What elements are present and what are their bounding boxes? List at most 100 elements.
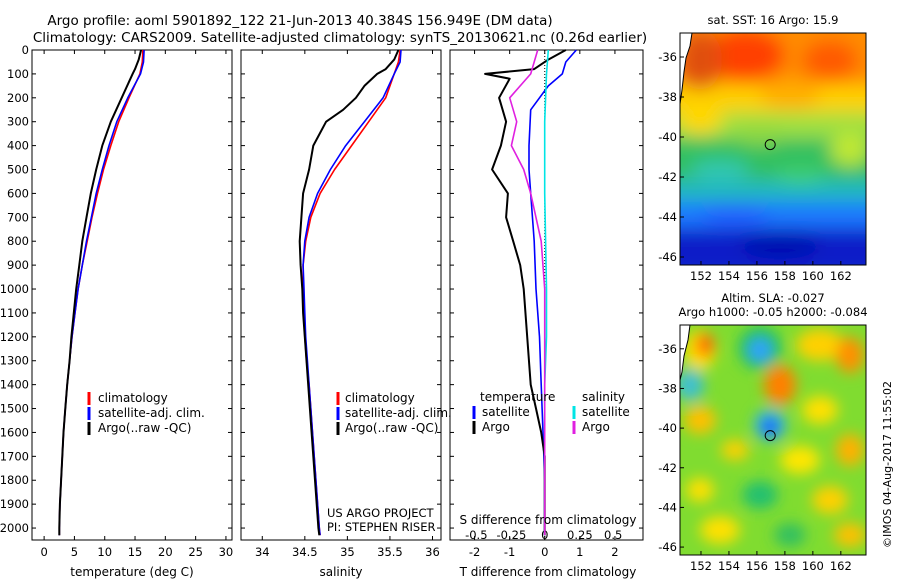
- salinity-plot-frame: [240, 49, 442, 541]
- profile-line-temperature-satellite: [528, 49, 577, 536]
- lat-tick-label: -40: [658, 421, 677, 435]
- s-diff-tick-label: -0.25: [497, 528, 527, 542]
- depth-axis: 0 100 200 300 400 500 600 700 800 900 1000 1100 1200…: [0, 43, 232, 535]
- lat-tick-label: -36: [658, 342, 677, 356]
- salinity-xlabel: salinity: [319, 565, 362, 579]
- depth-tick-label: 1300: [0, 354, 29, 368]
- profile-line-climatology: [302, 49, 401, 536]
- temperature-axis: 0 5 10 15 20 25 30: [40, 50, 233, 559]
- lat-tick-label: -42: [658, 461, 677, 475]
- difference-profiles: [484, 49, 577, 536]
- depth-tick-label: 200: [7, 91, 29, 105]
- legend-label-argo: Argo(..raw -QC): [345, 421, 438, 435]
- profile-line-temperature-argo: [484, 49, 567, 536]
- lon-tick-label: 152: [690, 269, 712, 283]
- lon-tick-label: 162: [830, 269, 852, 283]
- sla-map: Altim. SLA: -0.027 Argo h1000: -0.05 h20…: [658, 291, 867, 573]
- profile-line-salinity-argo: [508, 49, 546, 536]
- x-tick-label: 36: [425, 545, 440, 559]
- lat-tick-label: -42: [658, 170, 677, 184]
- x-tick-label: 30: [219, 545, 234, 559]
- depth-tick-label: 2000: [0, 521, 29, 535]
- difference-legend: temperature salinity satellite Argo sate…: [472, 390, 630, 434]
- difference-panel: -2 -1 0 1 2 -0.5 -0.25 0 0.25 0.5 S difference f…: [449, 49, 644, 579]
- lon-tick-label: 160: [802, 559, 824, 573]
- legend-label-satellite: satellite-adj. clim.: [98, 406, 205, 420]
- x-tick-label: 1: [576, 545, 583, 559]
- profile-line-satellite-adj-clim-: [58, 49, 145, 536]
- temperature-panel: 0100200300400500600700800900100011001200…: [0, 43, 233, 579]
- project-annotation: US ARGO PROJECT: [327, 506, 435, 520]
- difference-plot-frame: [449, 49, 644, 541]
- sla-map-frame: [679, 324, 867, 556]
- profile-line-argo-raw-qc-: [58, 49, 143, 536]
- figure-title-line2: Climatology: CARS2009. Satellite-adjuste…: [33, 30, 647, 46]
- depth-tick-label: 600: [7, 186, 29, 200]
- salinity-panel: 34 34.5 35 35.5 36 salinity climatology sate…: [240, 49, 452, 579]
- sst-field: [680, 33, 866, 265]
- lon-tick-label: 152: [690, 559, 712, 573]
- lon-tick-label: 158: [774, 559, 796, 573]
- pi-annotation: PI: STEPHEN RISER: [327, 520, 436, 534]
- s-diff-tick-label: 0.5: [604, 528, 622, 542]
- depth-tick-label: 800: [7, 234, 29, 248]
- legend-label-climatology: climatology: [98, 391, 168, 405]
- sst-map: sat. SST: 16 Argo: 15.9: [658, 13, 867, 283]
- lon-tick-label: 154: [718, 559, 740, 573]
- depth-tick-label: 700: [7, 210, 29, 224]
- difference-depth-ticks: [450, 49, 643, 529]
- depth-tick-label: 300: [7, 115, 29, 129]
- argo-position-marker: [764, 430, 776, 442]
- x-tick-label: 35.5: [377, 545, 403, 559]
- depth-tick-label: 400: [7, 139, 29, 153]
- depth-tick-label: 500: [7, 163, 29, 177]
- x-tick-label: -1: [504, 545, 515, 559]
- temperature-xlabel: temperature (deg C): [70, 565, 193, 579]
- legend-label-climatology: climatology: [345, 391, 415, 405]
- sst-map-frame: [679, 32, 867, 266]
- legend-label-s-satellite: satellite: [582, 405, 630, 419]
- sla-map-title-line1: Altim. SLA: -0.027: [721, 291, 825, 305]
- depth-tick-label: 1200: [0, 330, 29, 344]
- x-tick-label: 0: [40, 545, 47, 559]
- lat-tick-label: -40: [658, 130, 677, 144]
- salinity-legend: climatology satellite-adj. clim. Argo(..…: [336, 391, 452, 435]
- salinity-depth-ticks: [241, 49, 441, 529]
- x-tick-label: 5: [71, 545, 78, 559]
- legend-group-salinity: salinity: [582, 390, 625, 404]
- lon-tick-label: 156: [746, 559, 768, 573]
- profile-line-argo-raw-qc-: [298, 49, 400, 536]
- x-tick-label: 20: [158, 545, 173, 559]
- lat-tick-label: -46: [658, 250, 677, 264]
- profile-line-climatology: [58, 49, 144, 536]
- lat-tick-label: -44: [658, 210, 677, 224]
- legend-label-argo: Argo(..raw -QC): [98, 421, 191, 435]
- legend-label-satellite: satellite-adj. clim.: [345, 406, 452, 420]
- x-tick-label: 34: [255, 545, 270, 559]
- lat-tick-label: -38: [658, 90, 677, 104]
- depth-tick-label: 900: [7, 258, 29, 272]
- temperature-profiles: [58, 49, 145, 536]
- profile-line-satellite-adj-clim-: [302, 49, 402, 536]
- legend-label-s-argo: Argo: [582, 420, 610, 434]
- lon-tick-label: 162: [830, 559, 852, 573]
- sst-map-axes: 152 154 156 158 160 162 -36 -38 -40 -42 -44 -46: [658, 50, 852, 283]
- legend-label-t-satellite: satellite: [482, 405, 530, 419]
- lat-tick-label: -36: [658, 50, 677, 64]
- t-difference-label: T difference from climatology: [459, 565, 637, 579]
- depth-tick-label: 0: [22, 43, 29, 57]
- depth-tick-label: 1600: [0, 425, 29, 439]
- depth-tick-label: 1400: [0, 378, 29, 392]
- x-tick-label: 25: [188, 545, 203, 559]
- x-tick-label: 15: [128, 545, 143, 559]
- temperature-legend: climatology satellite-adj. clim. Argo(..…: [87, 391, 205, 435]
- sst-map-title: sat. SST: 16 Argo: 15.9: [708, 13, 839, 27]
- argo-position-marker: [764, 139, 776, 151]
- depth-tick-label: 1900: [0, 497, 29, 511]
- depth-tick-label: 1500: [0, 402, 29, 416]
- lat-tick-label: -38: [658, 381, 677, 395]
- figure-title-line1: Argo profile: aoml 5901892_122 21-Jun-20…: [47, 13, 552, 29]
- sla-map-axes: 152 154 156 158 160 162 -36 -38 -40 -42 -44 -46: [658, 342, 852, 573]
- x-tick-label: 34.5: [292, 545, 318, 559]
